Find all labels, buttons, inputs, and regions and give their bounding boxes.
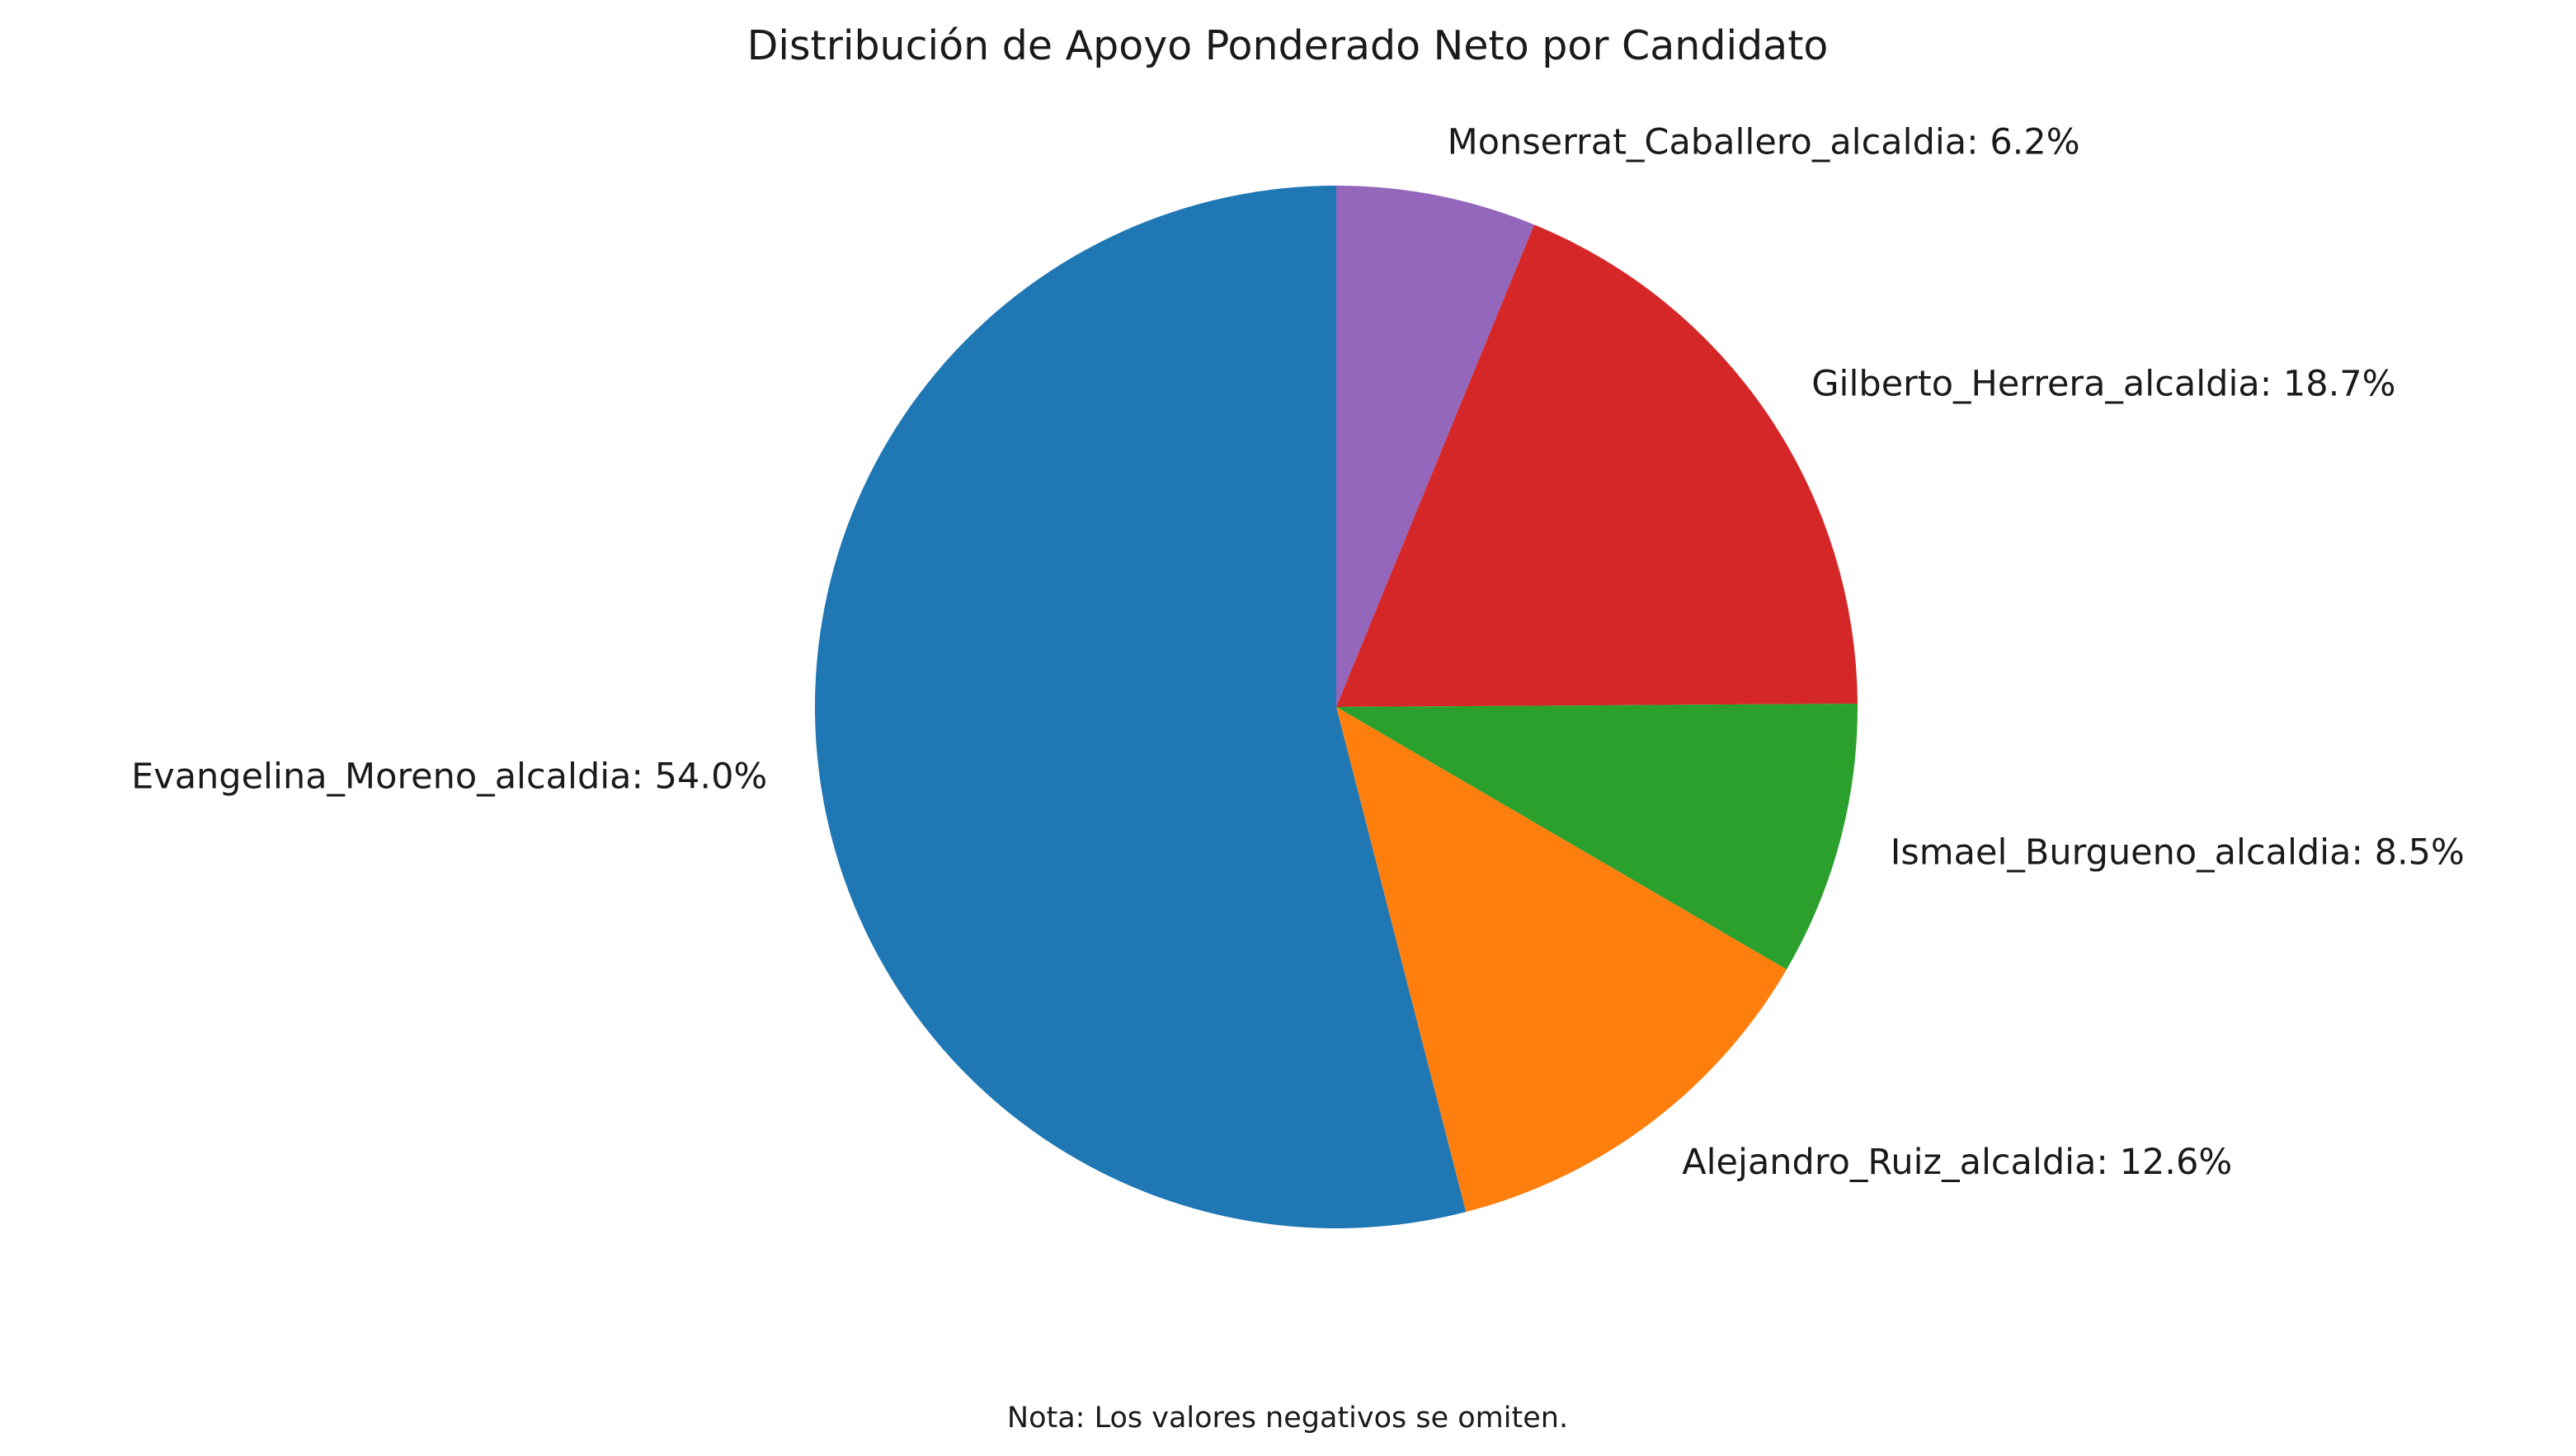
pie-slice-1 xyxy=(1336,224,1858,708)
slice-label-4: Evangelina_Moreno_alcaldia: 54.0% xyxy=(131,756,767,798)
pie-slice-2 xyxy=(1336,704,1858,970)
slice-label-3: Alejandro_Ruiz_alcaldia: 12.6% xyxy=(1682,1142,2232,1183)
pie-slice-0 xyxy=(1336,186,1535,707)
pie-slice-4 xyxy=(814,186,1467,1228)
slice-label-1: Gilberto_Herrera_alcaldia: 18.7% xyxy=(1811,364,2395,405)
slice-label-0: Monserrat_Caballero_alcaldia: 6.2% xyxy=(1448,121,2080,163)
pie-slice-3 xyxy=(1336,707,1787,1213)
chart-note: Nota: Los valores negativos se omiten. xyxy=(1007,1402,1568,1435)
pie-slices xyxy=(814,186,1858,1228)
chart-title: Distribución de Apoyo Ponderado Neto por… xyxy=(747,22,1829,69)
slice-label-2: Ismael_Burgueno_alcaldia: 8.5% xyxy=(1891,832,2465,874)
slice-labels: Monserrat_Caballero_alcaldia: 6.2% Gilber… xyxy=(131,121,2465,1183)
